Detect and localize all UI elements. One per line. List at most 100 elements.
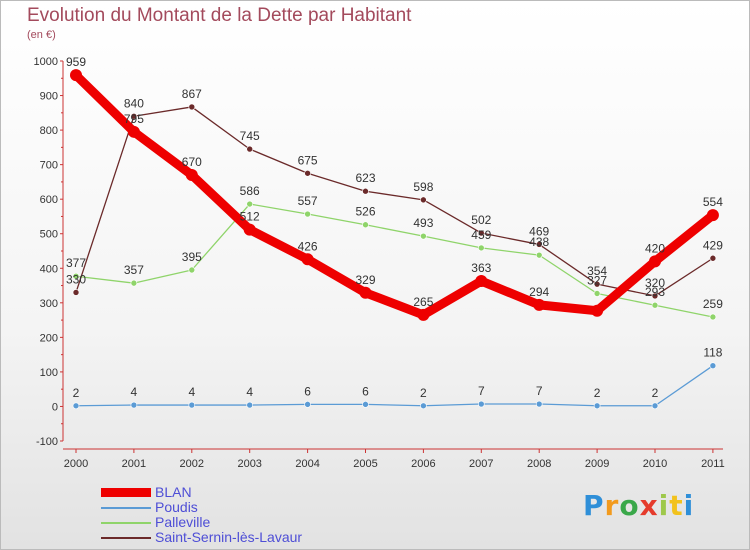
data-label: 512 [240, 210, 260, 224]
data-label: 795 [124, 112, 144, 126]
data-label: 293 [645, 285, 665, 299]
y-tick-label: 100 [40, 367, 58, 379]
data-label: 840 [124, 96, 144, 110]
data-label: 2 [420, 386, 427, 400]
y-tick-label: 0 [52, 401, 58, 413]
data-label: 363 [471, 261, 491, 275]
data-point [417, 308, 430, 321]
data-point [475, 275, 488, 288]
data-point [246, 401, 253, 409]
legend-swatch-blan [101, 488, 151, 497]
data-label: 6 [362, 384, 369, 398]
data-point [72, 402, 80, 410]
y-tick-label: 200 [40, 332, 58, 344]
data-label: 357 [124, 263, 144, 277]
data-point [706, 209, 719, 222]
data-label: 502 [471, 213, 491, 227]
chart-axes: -100 0 100 200 300 400 500 600 700 800 900 1000 2000… [34, 56, 725, 470]
data-point [649, 255, 661, 268]
data-point [535, 400, 543, 408]
series-line-blan [71, 70, 718, 320]
data-point [362, 187, 369, 195]
data-point [304, 210, 311, 218]
data-label: 7 [536, 384, 543, 398]
data-label: 118 [703, 346, 722, 360]
legend-label-palleville: Palleville [155, 514, 211, 530]
logo-letter: i [658, 489, 670, 522]
data-label: 2 [652, 386, 659, 400]
legend-swatch-poudis [101, 507, 151, 509]
x-tick-label: 2000 [64, 458, 88, 470]
x-tick-label: 2003 [237, 458, 261, 470]
legend-label-poudis: Poudis [155, 499, 198, 515]
data-point [362, 221, 369, 229]
data-label: 745 [240, 129, 260, 143]
data-point [72, 289, 80, 296]
series-line-poudis [75, 365, 714, 407]
data-point [477, 229, 485, 237]
data-point [246, 145, 253, 153]
series-line-palleville [75, 203, 714, 318]
data-label: 420 [645, 241, 665, 255]
data-label: 2 [73, 386, 80, 400]
logo-letter: i [683, 489, 695, 522]
data-point [709, 313, 717, 321]
data-label: 259 [703, 297, 723, 311]
data-point [188, 266, 196, 274]
y-tick-label: 500 [40, 229, 58, 241]
data-point [477, 400, 485, 408]
x-tick-label: 2009 [585, 458, 609, 470]
y-tick-label: 300 [40, 298, 58, 310]
data-label: 2 [594, 386, 601, 400]
data-point [127, 125, 140, 138]
legend-swatch-palleville [101, 522, 151, 524]
data-point [591, 304, 604, 317]
logo-letter: x [639, 489, 659, 522]
legend-label-blan: BLAN [155, 484, 192, 500]
y-tick-label: 800 [40, 125, 58, 137]
data-label: 557 [298, 194, 318, 208]
data-point [651, 402, 659, 410]
data-point [362, 401, 369, 408]
data-label: 327 [587, 273, 607, 287]
data-label: 526 [355, 205, 375, 219]
data-point [188, 401, 196, 409]
data-label: 4 [188, 385, 195, 399]
series-line-saint-sernin-l-s-lavaur [75, 106, 714, 297]
data-point [420, 232, 427, 240]
logo-letter: t [669, 489, 684, 522]
data-label: 598 [413, 180, 433, 194]
data-point [304, 401, 311, 408]
legend-swatch-saint-sernin [101, 537, 151, 539]
chart-subtitle: (en €) [27, 29, 56, 41]
data-point [304, 169, 311, 177]
data-point [533, 298, 546, 311]
data-point [651, 301, 659, 309]
data-label: 354 [587, 264, 607, 278]
y-tick-label: 400 [40, 263, 58, 275]
data-point [709, 362, 717, 369]
y-tick-label: 900 [40, 91, 58, 103]
data-point [593, 402, 601, 410]
data-point [593, 280, 601, 288]
data-label: 867 [182, 87, 202, 101]
data-label: 675 [298, 153, 318, 167]
data-label: 426 [298, 239, 318, 253]
data-point [477, 244, 485, 252]
data-point [535, 241, 543, 248]
x-tick-label: 2004 [295, 458, 319, 470]
data-label: 294 [529, 285, 549, 299]
data-point [420, 402, 427, 410]
data-label: 265 [413, 295, 433, 309]
data-label: 429 [703, 238, 723, 252]
data-label: 320 [645, 276, 665, 290]
data-label: 7 [478, 384, 485, 398]
data-label: 4 [131, 385, 138, 399]
data-label: 554 [703, 195, 723, 209]
data-label: 586 [240, 184, 260, 198]
data-label: 493 [413, 216, 433, 230]
data-point [188, 103, 196, 111]
